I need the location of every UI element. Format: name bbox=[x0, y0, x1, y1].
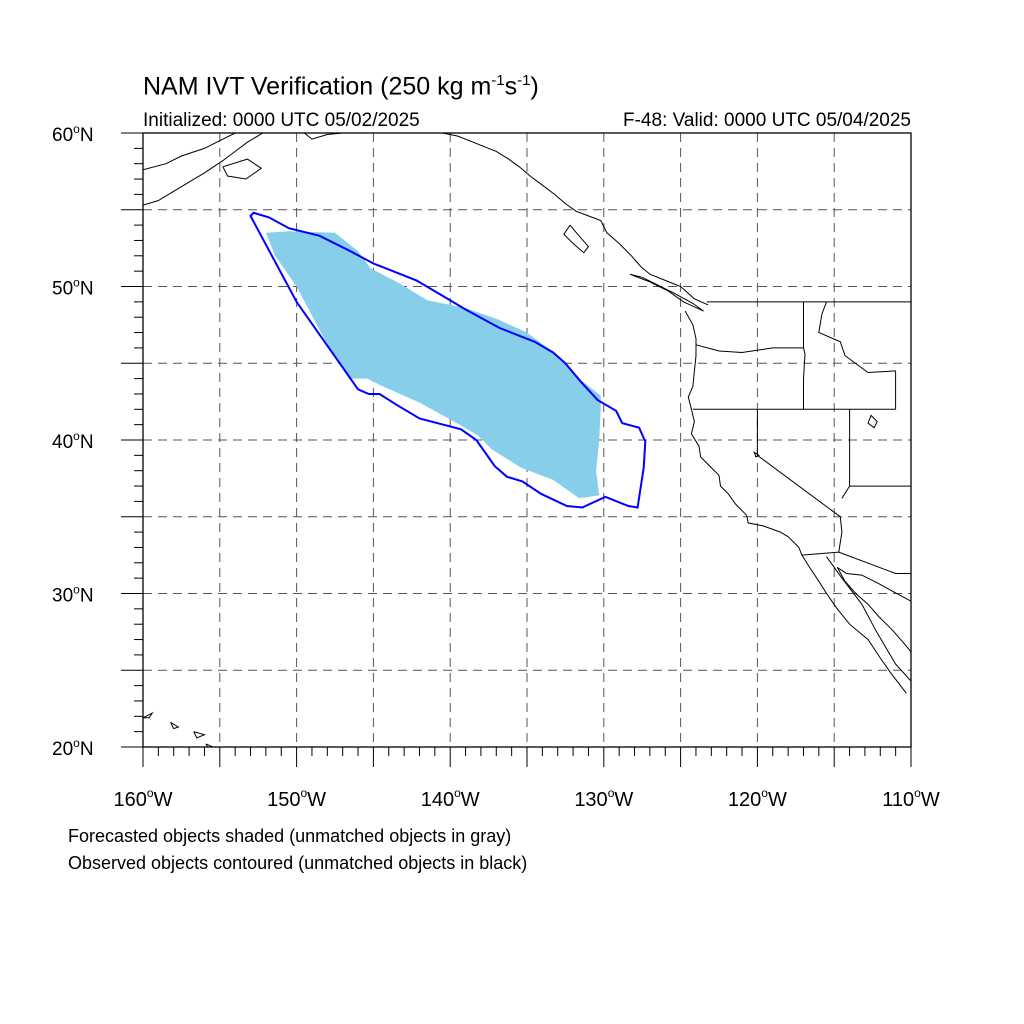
coastline-segment bbox=[837, 566, 911, 602]
degree-mark: o bbox=[73, 276, 80, 290]
coastline-segment bbox=[303, 133, 343, 140]
lat-label-30: 30oN bbox=[52, 583, 94, 607]
coastline-segment bbox=[563, 224, 590, 254]
lon-label-hemisphere: W bbox=[768, 789, 787, 811]
lon-label-150: 150oW bbox=[267, 786, 326, 811]
lon-label-number: 110 bbox=[882, 789, 914, 811]
lat-label-number: 20 bbox=[52, 739, 73, 760]
coastline-segment bbox=[695, 344, 804, 354]
observed-object-contour bbox=[249, 211, 647, 509]
lon-label-160: 160oW bbox=[114, 786, 173, 811]
coastline-segment bbox=[205, 743, 215, 747]
lon-label-number: 150 bbox=[267, 789, 300, 811]
lon-label-number: 140 bbox=[421, 789, 454, 811]
coastline-segment bbox=[803, 301, 806, 410]
valid-time-label: F-48: Valid: 0000 UTC 05/04/2025 bbox=[623, 110, 911, 131]
coastline-segment bbox=[818, 301, 896, 374]
lon-label-hemisphere: W bbox=[614, 789, 633, 811]
lon-label-120: 120oW bbox=[728, 786, 787, 811]
axis-ticks bbox=[121, 132, 912, 767]
degree-mark: o bbox=[73, 122, 80, 136]
lat-label-50: 50oN bbox=[52, 276, 94, 300]
coastline-segment bbox=[442, 133, 709, 306]
title-exp-1: -1 bbox=[491, 72, 505, 89]
title-s: s bbox=[504, 72, 518, 101]
degree-mark: o bbox=[761, 786, 768, 800]
lat-label-60: 60oN bbox=[52, 122, 94, 146]
lon-label-hemisphere: W bbox=[307, 789, 326, 811]
degree-mark: o bbox=[147, 786, 154, 800]
coastline-segment bbox=[756, 409, 843, 553]
coastline-segment bbox=[143, 711, 154, 719]
lon-label-number: 120 bbox=[728, 789, 761, 811]
lon-label-number: 130 bbox=[574, 789, 607, 811]
coastline-segment bbox=[826, 556, 911, 682]
title-text: NAM IVT Verification (250 kg m bbox=[143, 72, 492, 101]
coastline-segment bbox=[193, 731, 206, 739]
lake-outline bbox=[753, 451, 760, 458]
coastline-segment bbox=[170, 721, 180, 730]
lon-label-130: 130oW bbox=[574, 786, 633, 811]
lat-label-hemisphere: N bbox=[80, 279, 94, 300]
lat-label-hemisphere: N bbox=[80, 432, 94, 453]
coastline-segment bbox=[629, 273, 704, 312]
forecast-caption: Forecasted objects shaded (unmatched obj… bbox=[68, 826, 512, 846]
lon-label-hemisphere: W bbox=[154, 789, 173, 811]
map-title: NAM IVT Verification (250 kg m-1s-1) bbox=[143, 72, 539, 101]
coastline-segment bbox=[143, 133, 264, 206]
degree-mark: o bbox=[73, 429, 80, 443]
degree-mark: o bbox=[73, 736, 80, 750]
observed-caption: Observed objects contoured (unmatched ob… bbox=[68, 853, 528, 873]
degree-mark: o bbox=[73, 583, 80, 597]
longitude-labels: 160oW 150oW 140oW 130oW 120oW 110oW bbox=[114, 786, 940, 811]
degree-mark: o bbox=[300, 786, 307, 800]
lon-label-number: 160 bbox=[114, 789, 147, 811]
coastline-segment bbox=[143, 133, 236, 171]
lat-label-hemisphere: N bbox=[80, 739, 94, 760]
coastline-segment bbox=[836, 567, 911, 653]
title-close: ) bbox=[530, 72, 539, 101]
coastlines-and-borders bbox=[143, 133, 911, 747]
lat-label-number: 30 bbox=[52, 586, 73, 607]
lat-label-number: 40 bbox=[52, 432, 73, 453]
coastline-segment bbox=[222, 158, 263, 180]
lat-label-number: 60 bbox=[52, 125, 73, 146]
lat-label-hemisphere: N bbox=[80, 586, 94, 607]
lat-label-number: 50 bbox=[52, 279, 73, 300]
forecast-object-shading bbox=[265, 231, 601, 499]
lon-label-110: 110oW bbox=[882, 786, 940, 811]
lat-label-40: 40oN bbox=[52, 429, 94, 453]
degree-mark: o bbox=[914, 786, 921, 800]
degree-mark: o bbox=[454, 786, 461, 800]
degree-mark: o bbox=[608, 786, 615, 800]
title-exp-2: -1 bbox=[517, 72, 531, 89]
lon-label-140: 140oW bbox=[421, 786, 480, 811]
lat-label-20: 20oN bbox=[52, 736, 94, 760]
coastline-segment bbox=[684, 310, 907, 694]
coastline-segment bbox=[841, 409, 851, 499]
coastline-segment bbox=[801, 551, 911, 574]
lon-label-hemisphere: W bbox=[921, 789, 940, 811]
lon-label-hemisphere: W bbox=[461, 789, 480, 811]
init-time-label: Initialized: 0000 UTC 05/02/2025 bbox=[143, 110, 420, 131]
lat-label-hemisphere: N bbox=[80, 125, 94, 146]
lake-outline bbox=[867, 414, 878, 429]
